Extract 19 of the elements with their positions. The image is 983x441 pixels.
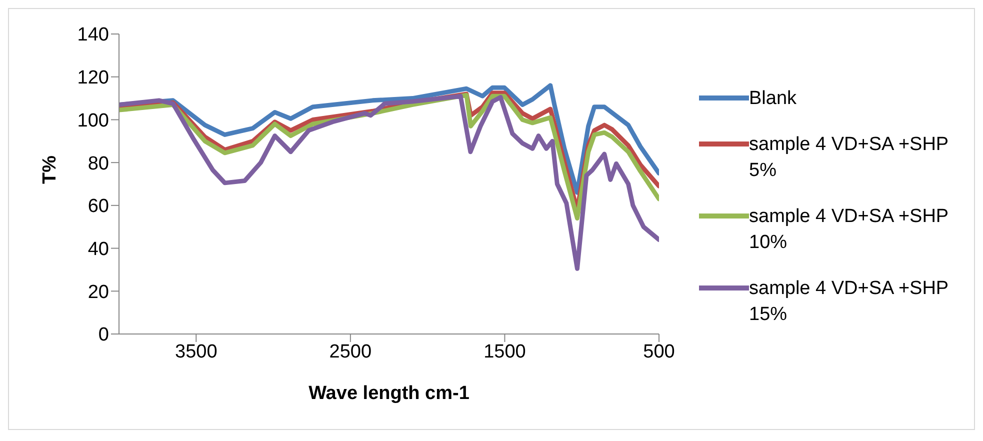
x-tick-label: 500	[643, 341, 675, 362]
y-tick-label: 40	[88, 239, 109, 260]
legend-label: sample 4 VD+SA +SHP 10%	[749, 204, 949, 254]
legend-label: sample 4 VD+SA +SHP 5%	[749, 132, 949, 182]
y-tick-label: 140	[77, 24, 109, 46]
y-axis-title: T%	[40, 155, 61, 184]
x-tick-label: 3500	[175, 341, 218, 362]
y-tick-label: 80	[88, 153, 109, 174]
line-series	[119, 94, 659, 271]
y-tick-label: 100	[77, 110, 109, 132]
x-tick-label: 1500	[484, 341, 526, 362]
y-tick-label: 20	[88, 282, 109, 303]
y-tick-label: 60	[88, 196, 109, 218]
y-tick-label: 120	[77, 68, 109, 89]
x-tick-label: 2500	[329, 341, 372, 362]
x-axis-title: Wave length cm-1	[308, 383, 470, 404]
y-tick-label: 0	[98, 324, 109, 346]
legend-label: sample 4 VD+SA +SHP 15%	[749, 276, 949, 326]
legend-label: Blank	[749, 86, 797, 110]
